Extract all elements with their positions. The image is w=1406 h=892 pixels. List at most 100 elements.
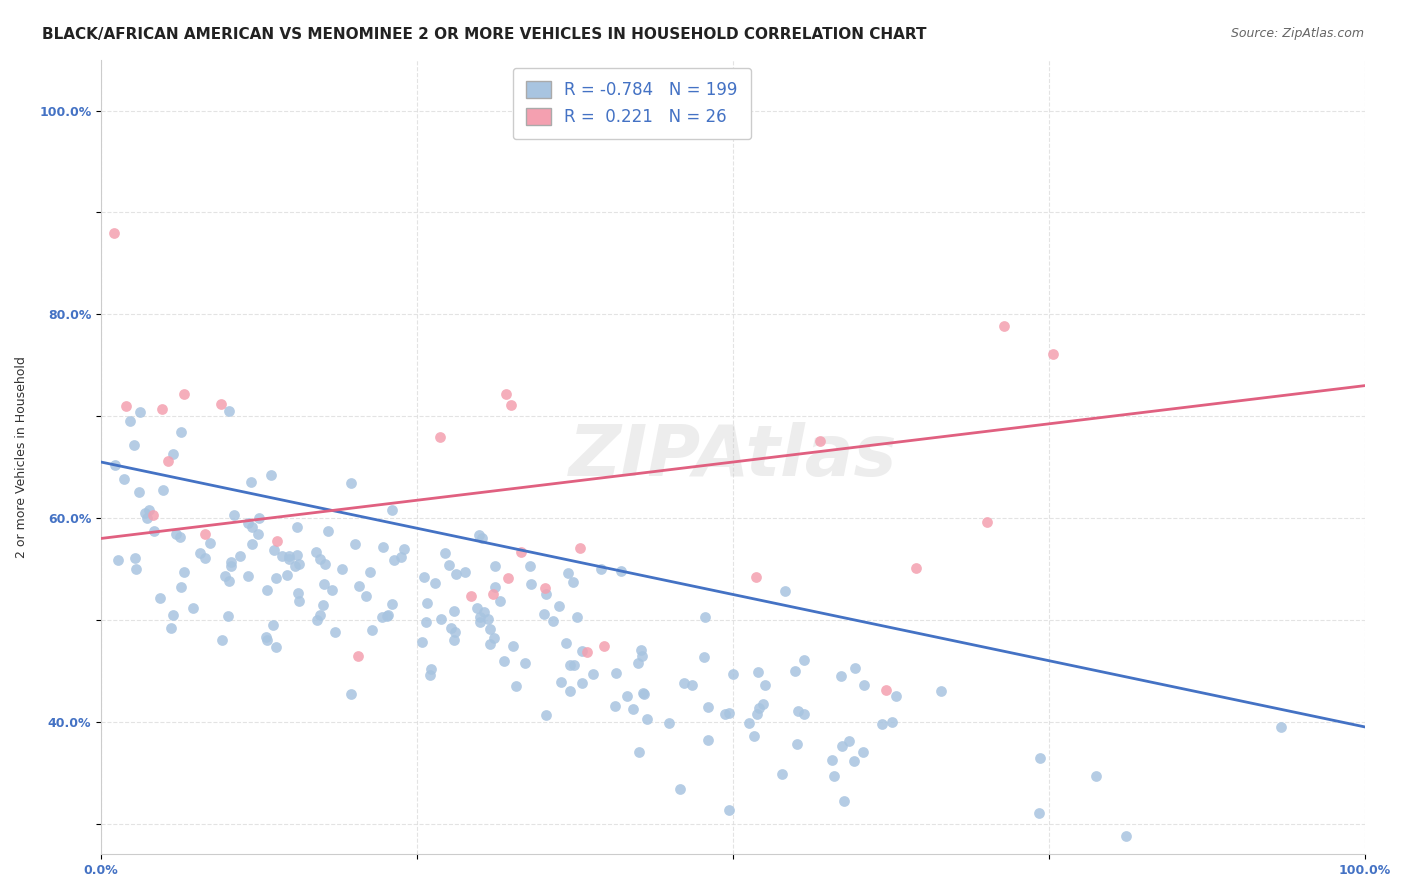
Point xyxy=(104,458,127,473)
Point xyxy=(471,531,494,545)
Point xyxy=(747,706,769,721)
Point xyxy=(142,508,165,523)
Point xyxy=(492,655,515,669)
Point xyxy=(377,608,399,623)
Point xyxy=(633,687,655,701)
Point xyxy=(193,550,215,565)
Point xyxy=(673,675,696,690)
Point xyxy=(520,576,543,591)
Point xyxy=(621,701,644,715)
Point xyxy=(748,701,770,715)
Point xyxy=(309,552,332,566)
Point xyxy=(236,516,259,530)
Point xyxy=(284,558,307,573)
Point xyxy=(627,656,650,670)
Point xyxy=(717,803,740,817)
Point xyxy=(262,617,284,632)
Point xyxy=(181,601,204,615)
Point xyxy=(285,548,308,562)
Point xyxy=(115,399,138,413)
Point xyxy=(419,661,441,675)
Point xyxy=(496,571,519,585)
Point xyxy=(330,561,353,575)
Point xyxy=(124,550,146,565)
Point xyxy=(264,571,287,585)
Point xyxy=(470,609,492,624)
Point xyxy=(808,434,831,448)
Point xyxy=(536,587,558,601)
Point xyxy=(564,658,586,673)
Point xyxy=(112,473,135,487)
Point xyxy=(339,475,361,490)
Point xyxy=(603,698,626,713)
Point xyxy=(1029,750,1052,764)
Point xyxy=(103,226,125,240)
Point xyxy=(631,648,654,663)
Point xyxy=(880,715,903,730)
Point xyxy=(443,604,465,618)
Point xyxy=(129,405,152,419)
Point xyxy=(754,678,776,692)
Point xyxy=(125,562,148,576)
Point xyxy=(107,553,129,567)
Point xyxy=(287,585,309,599)
Point xyxy=(558,684,581,698)
Point xyxy=(236,569,259,583)
Point xyxy=(454,566,477,580)
Point xyxy=(853,678,876,692)
Point xyxy=(875,682,897,697)
Text: Source: ZipAtlas.com: Source: ZipAtlas.com xyxy=(1230,27,1364,40)
Point xyxy=(593,640,616,654)
Point xyxy=(218,574,240,588)
Point xyxy=(547,599,569,614)
Point xyxy=(831,739,853,753)
Point xyxy=(630,643,652,657)
Point xyxy=(440,622,463,636)
Point xyxy=(631,686,654,700)
Point xyxy=(381,597,404,611)
Point xyxy=(472,606,495,620)
Point xyxy=(263,543,285,558)
Point xyxy=(501,398,523,412)
Point xyxy=(534,707,557,722)
Point xyxy=(124,438,146,452)
Point xyxy=(591,562,613,576)
Point xyxy=(443,633,465,648)
Point xyxy=(870,717,893,731)
Point xyxy=(793,707,815,722)
Point xyxy=(465,601,488,615)
Point xyxy=(256,582,278,597)
Point xyxy=(433,546,456,560)
Point xyxy=(256,630,278,644)
Point xyxy=(697,733,720,747)
Point xyxy=(571,643,593,657)
Point xyxy=(505,679,527,693)
Point xyxy=(668,782,690,797)
Legend: R = -0.784   N = 199, R =  0.221   N = 26: R = -0.784 N = 199, R = 0.221 N = 26 xyxy=(513,68,751,139)
Point xyxy=(389,550,412,565)
Text: ZIPAtlas: ZIPAtlas xyxy=(569,423,897,491)
Point xyxy=(314,558,336,572)
Point xyxy=(256,633,278,648)
Point xyxy=(157,454,180,468)
Point xyxy=(430,611,453,625)
Point xyxy=(478,623,501,637)
Point xyxy=(557,566,579,580)
Point xyxy=(312,577,335,591)
Point xyxy=(605,666,627,681)
Point xyxy=(842,755,865,769)
Point xyxy=(173,565,195,579)
Point xyxy=(429,430,451,444)
Point xyxy=(1042,347,1064,361)
Point xyxy=(929,684,952,698)
Point xyxy=(371,610,394,624)
Point xyxy=(534,581,557,595)
Point xyxy=(211,633,233,648)
Point xyxy=(260,468,283,483)
Point xyxy=(495,387,517,401)
Point xyxy=(821,753,844,767)
Point xyxy=(347,578,370,592)
Point xyxy=(209,397,232,411)
Point xyxy=(1085,769,1108,783)
Point xyxy=(976,515,998,529)
